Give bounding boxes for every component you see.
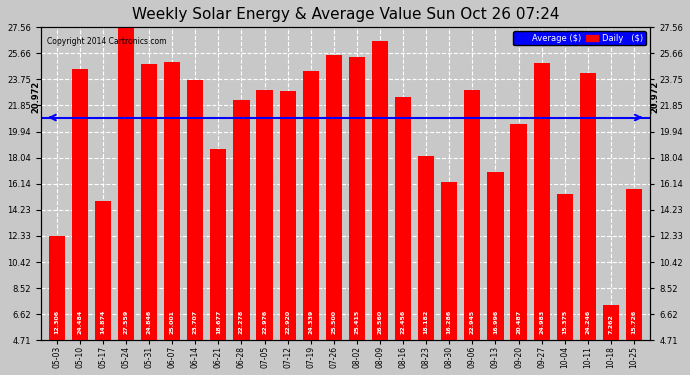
Text: 22.456: 22.456	[401, 309, 406, 333]
Bar	[511, 124, 526, 375]
Bar	[626, 189, 642, 375]
Title: Weekly Solar Energy & Average Value Sun Oct 26 07:24: Weekly Solar Energy & Average Value Sun …	[132, 7, 559, 22]
Text: 22.278: 22.278	[239, 309, 244, 333]
Bar	[603, 305, 619, 375]
Text: 24.339: 24.339	[308, 309, 313, 333]
Text: 16.286: 16.286	[446, 309, 452, 333]
Text: 14.874: 14.874	[100, 309, 106, 333]
Bar	[326, 56, 342, 375]
Bar	[441, 182, 457, 375]
Text: 20.972: 20.972	[650, 81, 659, 113]
Text: 24.484: 24.484	[77, 309, 82, 333]
Text: 24.983: 24.983	[539, 309, 544, 333]
Bar	[48, 236, 65, 375]
Bar	[464, 90, 480, 375]
Bar	[257, 90, 273, 375]
Bar	[187, 80, 204, 375]
Text: 27.559: 27.559	[124, 309, 128, 333]
Text: 20.487: 20.487	[516, 309, 521, 333]
Text: 25.001: 25.001	[170, 309, 175, 333]
Text: 23.707: 23.707	[193, 309, 198, 333]
Text: 24.246: 24.246	[585, 309, 591, 333]
Bar	[418, 156, 434, 375]
Bar	[395, 97, 411, 375]
Text: 25.415: 25.415	[355, 309, 359, 333]
Text: 18.677: 18.677	[216, 309, 221, 333]
Bar	[533, 63, 550, 375]
Text: 20.972: 20.972	[32, 81, 41, 113]
Bar	[279, 91, 296, 375]
Text: 22.945: 22.945	[470, 309, 475, 333]
Bar	[303, 71, 319, 375]
Text: 26.560: 26.560	[377, 309, 382, 333]
Bar	[233, 100, 250, 375]
Legend: Average ($), Daily   ($): Average ($), Daily ($)	[513, 32, 646, 45]
Text: 24.846: 24.846	[146, 309, 152, 333]
Text: 22.976: 22.976	[262, 309, 267, 333]
Bar	[557, 194, 573, 375]
Bar	[372, 41, 388, 375]
Text: 15.375: 15.375	[562, 309, 567, 333]
Text: 12.306: 12.306	[55, 309, 59, 333]
Bar	[164, 62, 180, 375]
Text: 15.726: 15.726	[631, 309, 636, 333]
Text: 22.920: 22.920	[285, 309, 290, 333]
Text: 7.262: 7.262	[609, 314, 613, 333]
Bar	[141, 64, 157, 375]
Bar	[487, 172, 504, 375]
Bar	[95, 201, 111, 375]
Text: 25.500: 25.500	[331, 309, 336, 333]
Text: 18.182: 18.182	[424, 309, 428, 333]
Bar	[210, 149, 226, 375]
Bar	[349, 57, 365, 375]
Bar	[72, 69, 88, 375]
Text: Copyright 2014 Cartronics.com: Copyright 2014 Cartronics.com	[47, 37, 166, 46]
Bar	[118, 27, 134, 375]
Bar	[580, 73, 596, 375]
Text: 16.996: 16.996	[493, 309, 498, 333]
